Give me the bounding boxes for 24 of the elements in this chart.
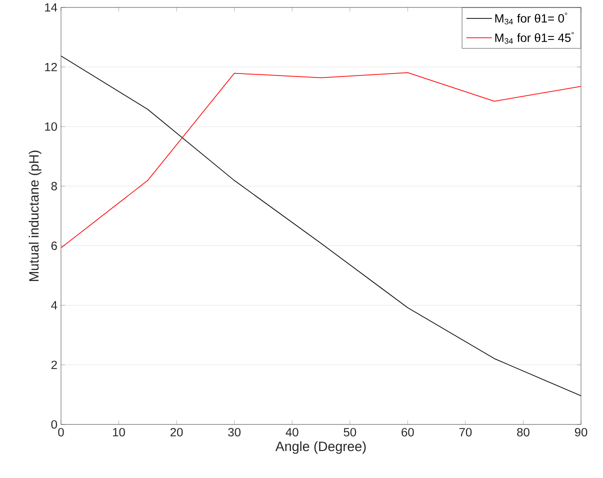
x-tick-label: 10 [113, 428, 125, 436]
line-series [61, 55, 582, 396]
y-tick-label: 4 [51, 300, 58, 310]
x-tick-label: 20 [170, 428, 183, 436]
y-tick-label: 2 [51, 360, 57, 369]
y-tick-label: 8 [51, 182, 57, 190]
x-tick-label: 50 [344, 428, 356, 436]
y-axis-title: Mutual inductane (pH) [28, 150, 42, 281]
y-tick-label: 14 [45, 3, 58, 12]
x-tick-label: 90 [574, 428, 588, 436]
y-tick-label: 0 [51, 420, 58, 428]
x-tick-label: 0 [58, 428, 64, 436]
line-series [61, 72, 582, 248]
x-tick-label: 40 [286, 428, 298, 436]
y-tick-label: 12 [45, 62, 57, 71]
y-tick-label: 10 [45, 122, 58, 131]
x-tick-label: 30 [228, 428, 241, 436]
y-tick-label: 6 [51, 241, 57, 250]
legend-label: M$_{34}$ for θ1= 45$^{°}$ [495, 32, 574, 44]
x-axis-title: Angle (Degree) [275, 441, 366, 454]
x-tick-label: 70 [459, 428, 472, 436]
x-tick-label: 60 [402, 428, 414, 436]
x-tick-label: 80 [517, 428, 530, 436]
legend-label: M$_{34}$ for θ1= 0$^{°}$ [495, 12, 568, 24]
